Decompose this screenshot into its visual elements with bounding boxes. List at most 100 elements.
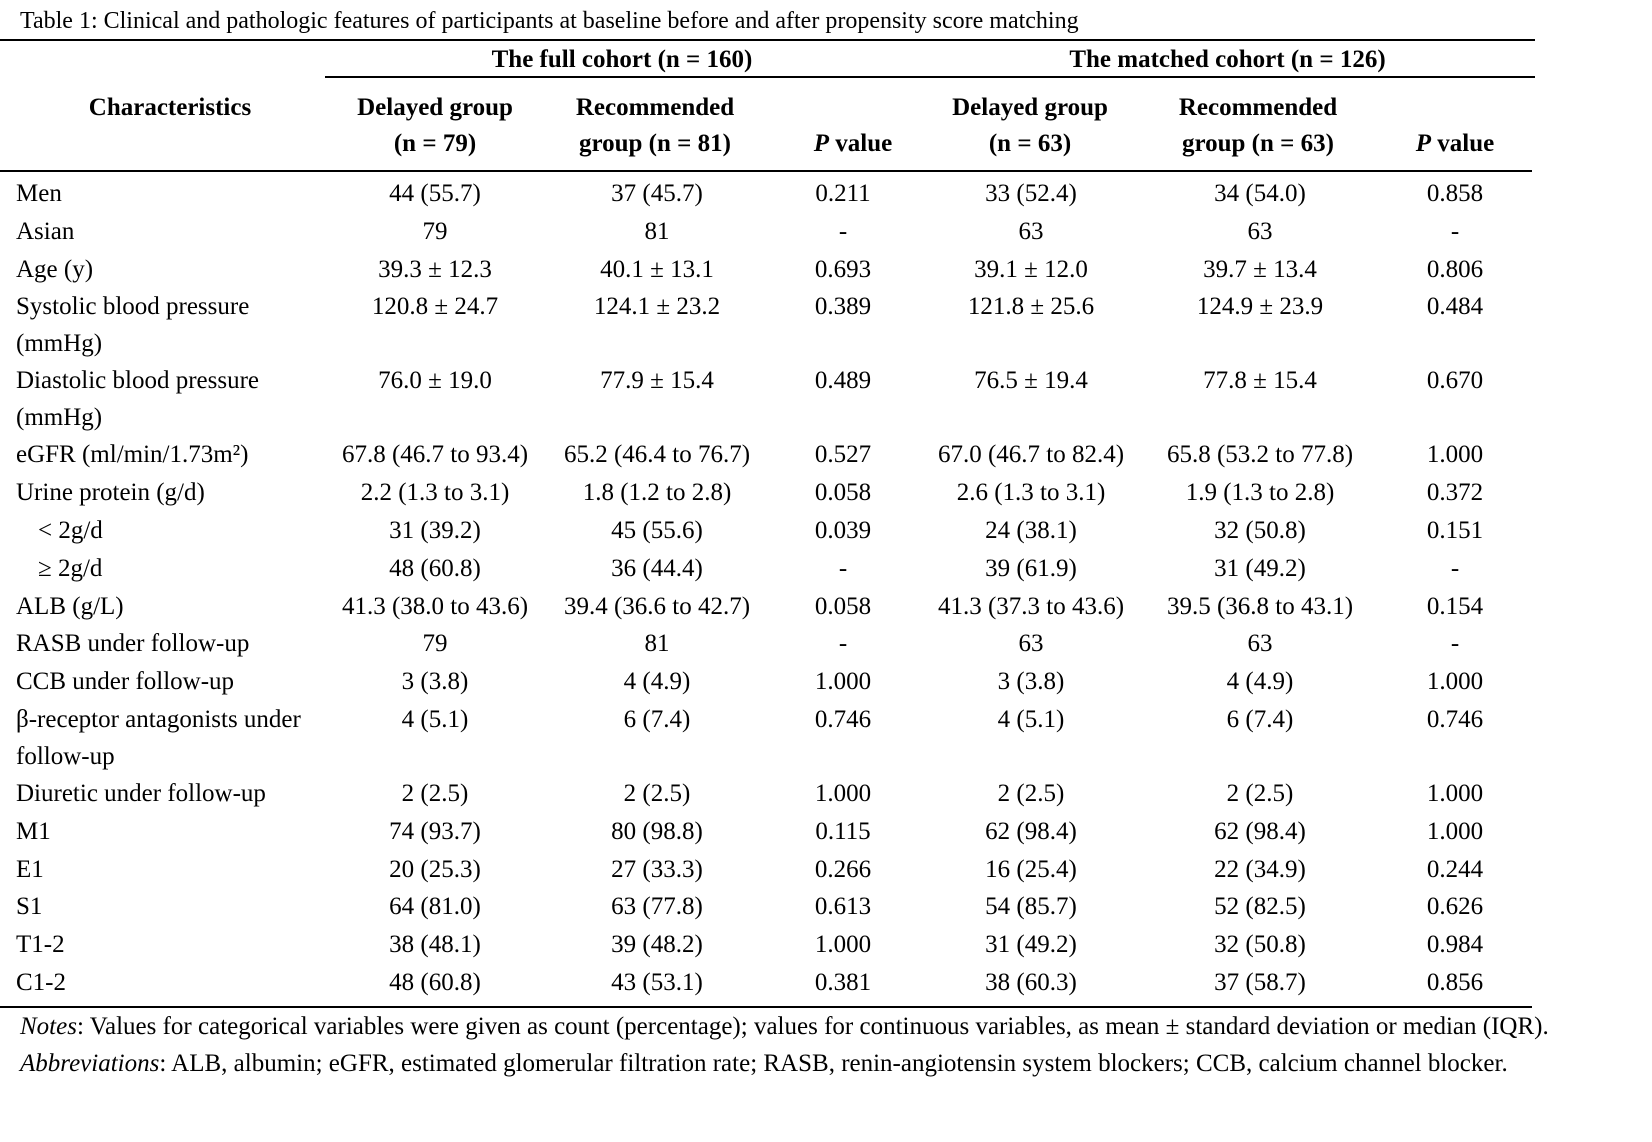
abbreviations-line: Abbreviations: ALB, albumin; eGFR, estim…: [20, 1049, 1508, 1079]
row-label: Urine protein (g/d): [16, 479, 205, 507]
matched-recommended-cell: 2 (2.5): [1226, 780, 1294, 807]
abbreviations-text: : ALB, albumin; eGFR, estimated glomerul…: [159, 1050, 1508, 1077]
row-label: Diuretic under follow-up: [16, 780, 266, 807]
full-recommended-cell: 124.1 ± 23.2: [593, 293, 721, 321]
header-bottom-rule: [0, 170, 1532, 172]
full-p-value-cell: 0.039: [814, 517, 872, 544]
full-recommended-header: Recommended group (n = 81): [555, 90, 755, 162]
row-label: Diastolic blood pressure: [16, 367, 260, 395]
full-recommended-cell: 65.2 (46.4 to 76.7): [563, 441, 751, 469]
full-p-value-cell: -: [838, 630, 848, 658]
full-p-value-cell: 0.389: [814, 293, 872, 321]
full-delayed-header-line2: (n = 79): [393, 130, 477, 157]
full-p-value-cell: 0.489: [814, 367, 872, 395]
full-delayed-cell: 31 (39.2): [389, 517, 481, 544]
matched-p-value-cell: -: [1450, 217, 1460, 245]
row-label-continued: (mmHg): [16, 330, 103, 358]
matched-delayed-header: Delayed group (n = 63): [930, 90, 1130, 162]
row-label: T1-2: [16, 931, 65, 959]
matched-delayed-header-line1: Delayed group: [952, 94, 1108, 121]
full-delayed-cell: 2 (2.5): [401, 780, 469, 807]
matched-recommended-cell: 63: [1247, 630, 1273, 658]
matched-delayed-cell: 39 (61.9): [985, 554, 1077, 582]
row-label: M1: [16, 817, 51, 845]
full-p-value-cell: 0.693: [814, 255, 872, 283]
matched-recommended-cell: 62 (98.4): [1214, 817, 1306, 845]
matched-p-value-header: P value: [1375, 126, 1535, 162]
matched-recommended-cell: 32 (50.8): [1214, 517, 1306, 544]
full-p-value-cell: 0.527: [814, 441, 872, 469]
notes-label: Notes: [20, 1013, 77, 1040]
full-p-value-cell: 1.000: [814, 780, 872, 807]
row-label: Men: [16, 180, 62, 207]
full-p-value-cell: 0.211: [815, 180, 871, 207]
matched-recommended-header: Recommended group (n = 63): [1158, 90, 1358, 162]
matched-recommended-cell: 52 (82.5): [1214, 893, 1306, 921]
row-label-continued: follow-up: [16, 743, 115, 770]
matched-recommended-cell: 31 (49.2): [1214, 554, 1306, 582]
matched-delayed-cell: 38 (60.3): [985, 969, 1077, 996]
full-recommended-cell: 37 (45.7): [611, 180, 703, 207]
bottom-rule: [0, 1006, 1532, 1008]
full-recommended-cell: 39 (48.2): [611, 931, 703, 959]
matched-p-value-cell: 0.154: [1426, 592, 1484, 620]
full-cohort-underline: [325, 76, 920, 78]
matched-p-value-cell: 1.000: [1426, 441, 1484, 469]
full-delayed-cell: 48 (60.8): [389, 554, 481, 582]
full-delayed-cell: 76.0 ± 19.0: [378, 367, 492, 395]
matched-delayed-cell: 2 (2.5): [997, 780, 1065, 807]
matched-p-value-cell: 0.372: [1426, 479, 1484, 507]
full-delayed-cell: 74 (93.7): [389, 817, 481, 845]
matched-p-value-cell: 0.858: [1426, 180, 1484, 207]
full-recommended-cell: 39.4 (36.6 to 42.7): [563, 592, 751, 620]
matched-delayed-cell: 16 (25.4): [985, 855, 1077, 883]
row-label: Asian: [16, 217, 75, 245]
matched-delayed-cell: 76.5 ± 19.4: [974, 367, 1088, 395]
full-recommended-cell: 36 (44.4): [611, 554, 703, 582]
full-delayed-cell: 20 (25.3): [389, 855, 481, 883]
full-recommended-cell: 43 (53.1): [611, 969, 703, 996]
matched-delayed-cell: 67.0 (46.7 to 82.4): [937, 441, 1125, 469]
full-p-value-cell: 0.058: [814, 592, 872, 620]
matched-p-value-cell: 1.000: [1426, 817, 1484, 845]
row-label: Systolic blood pressure: [16, 293, 250, 321]
full-p-value-cell: 0.381: [814, 969, 872, 996]
matched-delayed-header-line2: (n = 63): [988, 130, 1072, 157]
matched-recommended-cell: 124.9 ± 23.9: [1196, 293, 1324, 321]
matched-p-value-cell: -: [1450, 554, 1460, 582]
matched-p-value-cell: 0.670: [1426, 367, 1484, 395]
matched-delayed-cell: 63: [1018, 217, 1044, 245]
full-recommended-cell: 45 (55.6): [611, 517, 703, 544]
matched-delayed-cell: 62 (98.4): [985, 817, 1077, 845]
full-recommended-cell: 63 (77.8): [611, 893, 703, 921]
full-recommended-cell: 4 (4.9): [623, 668, 691, 696]
full-delayed-header-line1: Delayed group: [357, 94, 513, 121]
matched-p-value-cell: 0.244: [1426, 855, 1484, 883]
matched-delayed-cell: 54 (85.7): [985, 893, 1077, 921]
full-p-value-cell: 0.746: [814, 706, 872, 733]
matched-recommended-cell: 39.7 ± 13.4: [1203, 255, 1317, 283]
matched-p-value-cell: 0.484: [1426, 293, 1484, 321]
full-delayed-cell: 41.3 (38.0 to 43.6): [341, 592, 529, 620]
top-rule: [0, 39, 1535, 41]
full-recommended-cell: 1.8 (1.2 to 2.8): [582, 479, 732, 507]
row-label: Age (y): [16, 255, 94, 283]
matched-recommended-cell: 39.5 (36.8 to 43.1): [1166, 592, 1354, 620]
row-label: ≥ 2g/d: [38, 554, 103, 582]
full-recommended-cell: 27 (33.3): [611, 855, 703, 883]
p-italic: P: [813, 130, 830, 157]
table-caption: Table 1: Clinical and pathologic feature…: [20, 8, 1079, 34]
matched-p-value-cell: 0.626: [1426, 893, 1484, 921]
matched-recommended-cell: 1.9 (1.3 to 2.8): [1185, 479, 1335, 507]
matched-recommended-header-line2: group (n = 63): [1181, 130, 1334, 157]
matched-p-value-cell: 0.151: [1426, 517, 1484, 544]
matched-recommended-cell: 77.8 ± 15.4: [1203, 367, 1317, 395]
full-delayed-cell: 79: [422, 630, 448, 658]
full-delayed-cell: 120.8 ± 24.7: [371, 293, 499, 321]
full-delayed-cell: 79: [422, 217, 448, 245]
matched-delayed-cell: 4 (5.1): [997, 706, 1065, 733]
full-recommended-cell: 2 (2.5): [623, 780, 691, 807]
full-delayed-cell: 64 (81.0): [389, 893, 481, 921]
